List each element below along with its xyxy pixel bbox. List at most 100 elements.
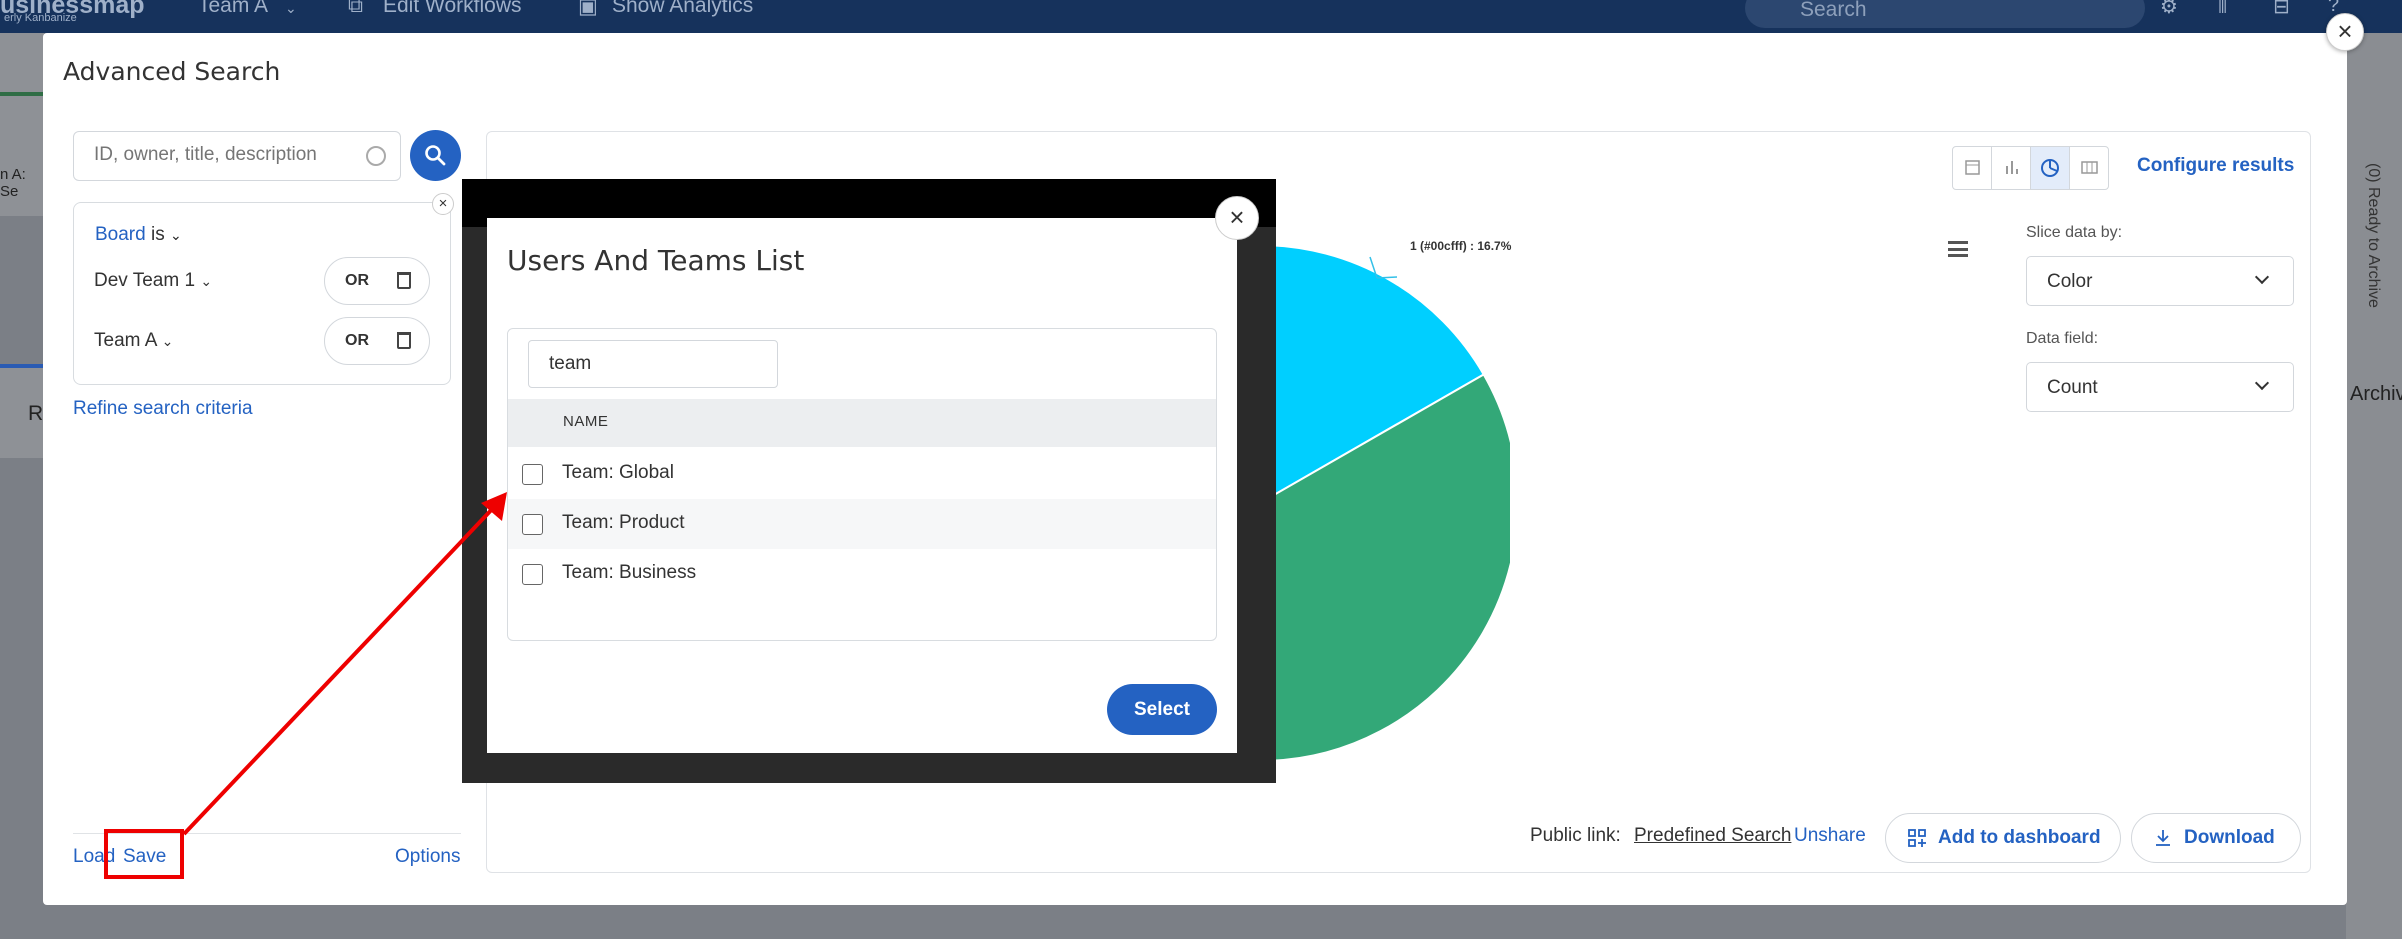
chevron-down-icon xyxy=(2254,375,2270,391)
analytics-icon[interactable]: ▣ xyxy=(578,0,598,18)
name-column-header: NAME xyxy=(563,413,609,430)
minimize-icon[interactable]: ⊟ xyxy=(2273,0,2290,18)
table-row[interactable]: Team: Global xyxy=(508,449,1216,499)
app-logo-sub: erly Kanbanize xyxy=(4,12,77,24)
chevron-down-icon[interactable]: ⌄ xyxy=(161,333,174,349)
options-link[interactable]: Options xyxy=(395,846,461,867)
chevron-down-icon[interactable]: ⌄ xyxy=(170,227,182,243)
app-topbar: usinessmap erly Kanbanize Team A ⌄ ⧉ Edi… xyxy=(0,0,2402,33)
users-teams-dialog: Users And Teams List NAME Team: Global T… xyxy=(487,218,1237,753)
help-icon[interactable]: ? xyxy=(2328,0,2340,16)
chevron-down-icon[interactable]: ⌄ xyxy=(200,273,213,289)
dialog-title: Users And Teams List xyxy=(507,244,805,277)
bg-strip: n A: Se xyxy=(0,96,44,216)
pie-slice-label: 1 (#00cfff) : 16.7% xyxy=(1410,239,1512,253)
close-dialog-button[interactable]: × xyxy=(1215,196,1259,240)
close-icon: × xyxy=(2337,16,2353,46)
search-button[interactable] xyxy=(410,130,461,181)
trash-icon[interactable] xyxy=(397,332,411,349)
table-row[interactable]: Team: Business xyxy=(508,549,1216,599)
chevron-down-icon[interactable]: ⌄ xyxy=(285,0,297,16)
criteria-value[interactable]: Team A ⌄ xyxy=(94,330,173,352)
team-filter-field[interactable] xyxy=(528,340,778,388)
bg-fragment: R xyxy=(28,402,44,425)
criteria-value-label[interactable]: Team A xyxy=(94,330,157,351)
predefined-search-link[interactable]: Predefined Search xyxy=(1634,825,1792,846)
download-button[interactable]: Download xyxy=(2131,813,2301,863)
bg-strip xyxy=(0,92,44,96)
pie-slice[interactable] xyxy=(1259,245,1486,505)
unshare-link[interactable]: Unshare xyxy=(1794,825,1866,846)
bg-fragment: n A: Se xyxy=(0,166,26,200)
bg-strip xyxy=(0,33,44,93)
columns-icon[interactable] xyxy=(2070,147,2108,189)
close-icon: × xyxy=(438,195,448,212)
clock-icon[interactable] xyxy=(366,146,386,166)
or-toggle[interactable]: OR xyxy=(345,272,369,289)
save-link[interactable]: Save xyxy=(123,846,167,867)
configure-results-link[interactable]: Configure results xyxy=(2137,155,2295,176)
criteria-value-label[interactable]: Dev Team 1 xyxy=(94,270,196,291)
or-toggle[interactable]: OR xyxy=(345,332,369,349)
bg-strip: R xyxy=(0,368,44,458)
refine-search-link[interactable]: Refine search criteria xyxy=(73,398,253,419)
criteria-value[interactable]: Dev Team 1 ⌄ xyxy=(94,270,212,292)
search-icon xyxy=(425,145,446,166)
bar-chart-icon[interactable] xyxy=(1992,147,2031,189)
bg-strip xyxy=(0,364,44,368)
close-modal-button[interactable]: × xyxy=(2326,13,2364,51)
global-search-input[interactable]: Search xyxy=(1745,0,2145,28)
pie-chart-icon[interactable] xyxy=(2031,147,2070,189)
pie-slice[interactable] xyxy=(1259,373,1510,763)
add-to-dashboard-label: Add to dashboard xyxy=(1938,827,2101,848)
bg-right-fragment-2: Archive xyxy=(2350,383,2402,405)
view-toggle xyxy=(1952,146,2109,190)
row-name: Team: Business xyxy=(562,562,697,583)
slice-value: Color xyxy=(2047,271,2093,292)
users-teams-list: NAME Team: Global Team: Product Team: Bu… xyxy=(507,328,1217,641)
pie-label-leader xyxy=(1369,256,1378,279)
board-criteria[interactable]: Board is ⌄ xyxy=(95,224,182,246)
criteria-box xyxy=(73,202,451,385)
add-to-dashboard-button[interactable]: Add to dashboard xyxy=(1885,813,2121,863)
slice-select[interactable]: Color xyxy=(2026,256,2294,306)
or-pill[interactable]: OR xyxy=(324,317,430,365)
data-field-value: Count xyxy=(2047,377,2098,398)
row-name: Team: Product xyxy=(562,512,685,533)
bg-right-column: (0) Ready to Archive Archive xyxy=(2346,33,2402,939)
show-analytics-link[interactable]: Show Analytics xyxy=(612,0,754,17)
slice-label: Slice data by: xyxy=(2026,224,2123,241)
row-checkbox[interactable] xyxy=(522,564,543,585)
board-switcher[interactable]: Team A xyxy=(198,0,269,17)
close-icon: × xyxy=(1229,202,1245,232)
download-label: Download xyxy=(2184,827,2275,848)
board-op[interactable]: is xyxy=(150,224,165,245)
library-icon[interactable]: ⫼ xyxy=(2218,0,2228,16)
remove-criteria-button[interactable]: × xyxy=(432,193,454,215)
select-button[interactable]: Select xyxy=(1107,684,1217,735)
team-filter-input[interactable] xyxy=(549,353,759,375)
row-checkbox[interactable] xyxy=(522,514,543,535)
workflow-icon[interactable]: ⧉ xyxy=(348,0,363,17)
search-field[interactable] xyxy=(73,131,401,181)
table-row[interactable]: Team: Product xyxy=(508,499,1216,549)
chart-menu-icon[interactable] xyxy=(1948,241,1968,257)
gear-icon[interactable]: ⚙ xyxy=(2160,0,2178,18)
data-field-select[interactable]: Count xyxy=(2026,362,2294,412)
table-header: NAME xyxy=(508,399,1216,447)
bg-right-fragment: (0) Ready to Archive xyxy=(2365,163,2382,308)
download-icon xyxy=(2156,830,2170,846)
edit-workflows-link[interactable]: Edit Workflows xyxy=(383,0,522,17)
data-field-label: Data field: xyxy=(2026,330,2099,347)
or-pill[interactable]: OR xyxy=(324,257,430,305)
chevron-down-icon xyxy=(2254,269,2270,285)
table-view-icon[interactable] xyxy=(1953,147,1992,189)
board-label[interactable]: Board xyxy=(95,224,146,245)
row-name: Team: Global xyxy=(562,462,674,483)
search-input[interactable] xyxy=(94,144,364,166)
trash-icon[interactable] xyxy=(397,272,411,289)
annotation-highlight-box xyxy=(104,829,184,879)
dashboard-icon xyxy=(1908,829,1926,847)
row-checkbox[interactable] xyxy=(522,464,543,485)
pie-chart xyxy=(1259,245,1510,763)
